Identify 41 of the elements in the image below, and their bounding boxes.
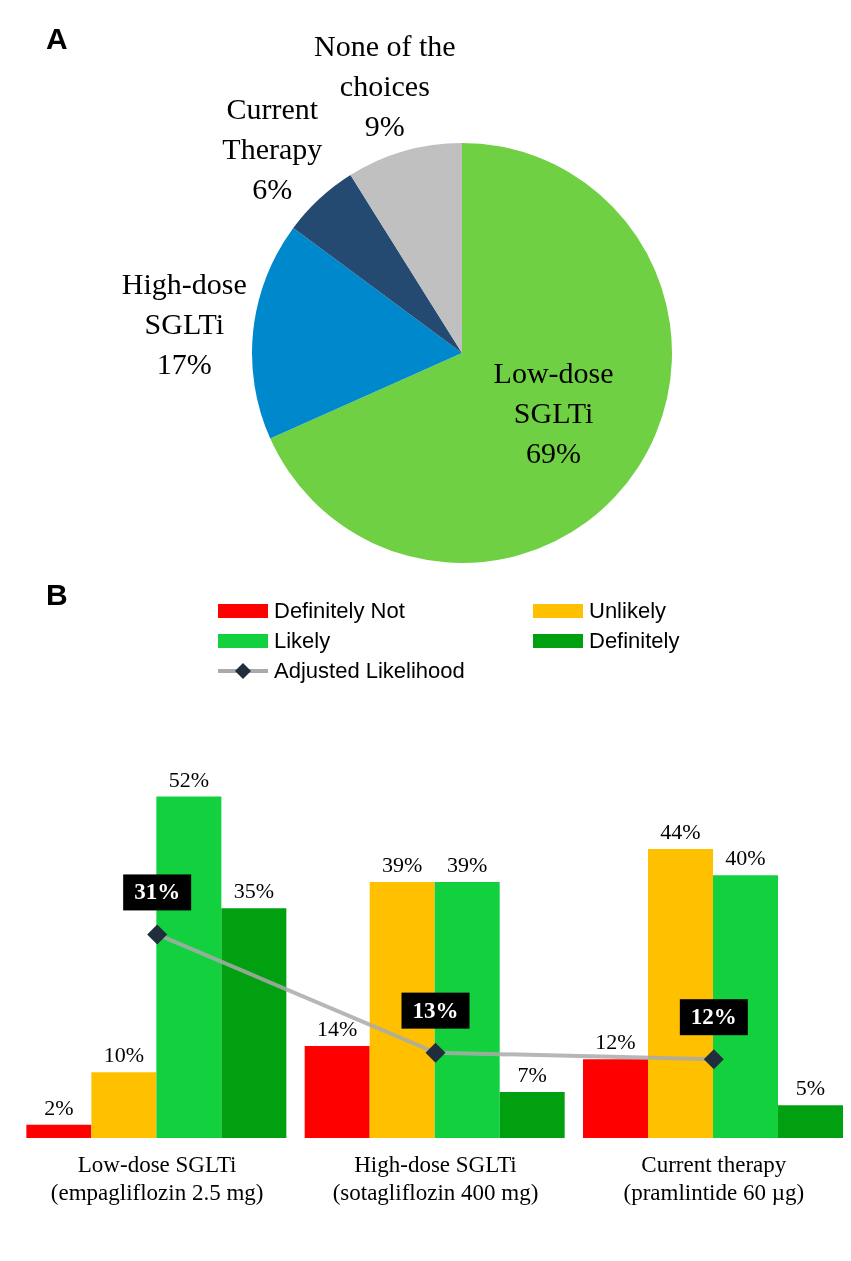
data-label: 7% [517,1062,547,1088]
slice-label: Low-dose SGLTi [493,355,614,429]
bar [583,1059,649,1138]
pie-slice [350,143,462,353]
pie-slice [252,227,462,439]
chart-title: B [46,578,68,612]
data-label: 39% [447,851,488,877]
data-label: 40% [725,845,766,871]
data-label: 10% [103,1042,145,1068]
x-tick-label: Low-dose SGLTi (empagliflozin 2.5 mg) [50,1152,264,1205]
bar [26,1124,92,1138]
data-label: 52% [168,766,210,792]
x-tick-label: High-dose SGLTi (sotagliflozin 400 mg) [332,1152,539,1205]
data-label: 12% [595,1029,636,1055]
bar [91,1072,157,1138]
legend-label: Unlikely [589,598,667,624]
data-label: 44% [660,819,701,845]
legend-label: Likely [274,628,331,654]
legend-label: Adjusted Likelihood [274,658,465,684]
data-label: 35% [233,878,275,904]
data-label: 13% [412,997,459,1023]
data-label: 31% [134,879,181,905]
x-tick-label: Current therapy (pramlintide 60 µg) [623,1152,805,1205]
bar [499,1092,565,1138]
data-label: 14% [317,1016,358,1042]
bar [304,1046,370,1138]
chart-title: A [46,22,68,56]
data-label: 12% [690,1004,737,1030]
data-label: 39% [382,851,423,877]
legend-label: Definitely Not [274,598,405,624]
data-label: 17% [156,346,212,380]
bar [221,908,287,1138]
bar [778,1105,844,1138]
data-label: 69% [526,435,582,469]
data-label: 2% [44,1094,74,1120]
data-label: 9% [364,108,405,142]
data-label: 5% [795,1075,826,1101]
legend-label: Definitely [589,628,680,654]
pie-slice [293,175,462,353]
slice-label: High-dose SGLTi [121,266,247,340]
data-label: 6% [252,171,293,205]
